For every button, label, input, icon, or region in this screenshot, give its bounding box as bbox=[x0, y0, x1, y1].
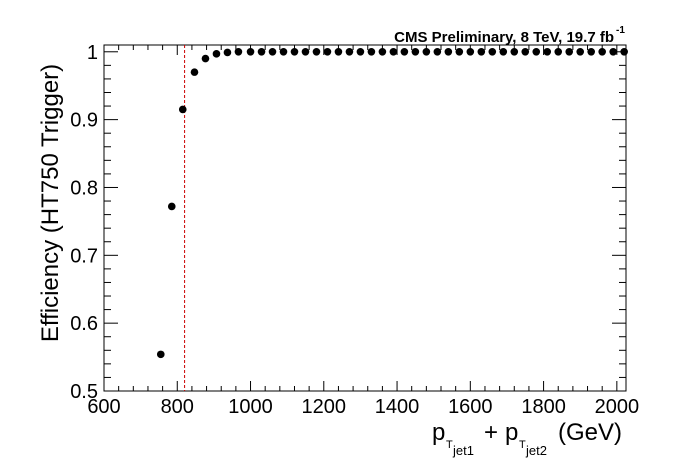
data-point bbox=[167, 202, 176, 211]
y-tick-label: 0.9 bbox=[70, 110, 98, 132]
data-point bbox=[400, 47, 409, 56]
data-point bbox=[279, 47, 288, 56]
data-point bbox=[466, 47, 475, 56]
data-point bbox=[532, 47, 541, 56]
x-tick-label: 600 bbox=[87, 396, 120, 418]
chart-title: CMS Preliminary, 8 TeV, 19.7 fb bbox=[394, 29, 614, 46]
tick-labels: 600 800 1000 1200 1400 1600 1800 2000 0.5 0.6 0.7 0… bbox=[70, 42, 639, 418]
data-points bbox=[156, 47, 628, 359]
data-point bbox=[576, 47, 585, 56]
data-point bbox=[554, 47, 563, 56]
y-tick-label: 0.6 bbox=[70, 313, 98, 335]
data-point bbox=[212, 50, 221, 58]
plot-frame bbox=[103, 44, 627, 392]
data-point bbox=[510, 47, 519, 56]
y-tick-label: 0.5 bbox=[70, 381, 98, 403]
data-point bbox=[334, 47, 343, 56]
data-point bbox=[433, 47, 442, 56]
x-tick-label: 1000 bbox=[228, 396, 273, 418]
data-point bbox=[488, 47, 497, 56]
x-label-subsub2: jet2 bbox=[525, 443, 547, 458]
x-label-sub2: T bbox=[519, 439, 526, 451]
data-point bbox=[367, 47, 376, 56]
data-point bbox=[234, 47, 243, 56]
data-point bbox=[543, 47, 552, 56]
data-point bbox=[190, 68, 199, 76]
data-point bbox=[312, 47, 321, 56]
data-point bbox=[290, 47, 299, 56]
data-point bbox=[422, 47, 431, 56]
axis-ticks bbox=[103, 45, 626, 392]
x-tick-label: 1600 bbox=[448, 396, 493, 418]
y-tick-label: 0.7 bbox=[70, 245, 98, 267]
data-point bbox=[201, 54, 210, 63]
x-label-unit: (GeV) bbox=[558, 419, 622, 446]
data-point bbox=[565, 47, 574, 56]
data-point bbox=[521, 47, 530, 56]
y-tick-label: 0.8 bbox=[70, 177, 98, 199]
x-tick-label: 1200 bbox=[302, 396, 347, 418]
data-point bbox=[477, 47, 486, 56]
x-tick-label: 1800 bbox=[521, 396, 566, 418]
data-point bbox=[178, 105, 187, 114]
data-point bbox=[268, 47, 277, 56]
x-axis-label: p T jet1 + p T jet2 (GeV) bbox=[432, 419, 622, 458]
data-point bbox=[246, 47, 255, 56]
data-point bbox=[455, 47, 464, 56]
data-point bbox=[156, 350, 165, 359]
data-point bbox=[301, 47, 310, 56]
x-tick-label: 2000 bbox=[595, 396, 640, 418]
y-tick-label: 1 bbox=[87, 42, 98, 64]
data-point bbox=[444, 47, 453, 56]
data-point bbox=[411, 47, 420, 56]
data-point bbox=[345, 47, 354, 56]
data-point bbox=[587, 47, 595, 56]
data-point bbox=[257, 47, 266, 56]
data-point bbox=[323, 47, 332, 56]
x-label-p2: p bbox=[505, 419, 518, 446]
x-tick-label: 800 bbox=[161, 396, 194, 418]
plot-border bbox=[103, 44, 627, 392]
chart-title-superscript: -1 bbox=[616, 25, 625, 36]
data-point bbox=[378, 47, 387, 56]
data-point bbox=[389, 47, 398, 56]
data-point bbox=[499, 47, 508, 56]
x-label-sub1: T bbox=[446, 439, 453, 451]
data-point bbox=[620, 47, 628, 56]
data-point bbox=[356, 47, 365, 56]
y-axis-label: Efficiency (HT750 Trigger) bbox=[37, 64, 64, 342]
data-point bbox=[223, 48, 232, 57]
x-label-p1: p bbox=[432, 419, 445, 446]
x-label-subsub1: jet1 bbox=[452, 443, 474, 458]
data-point bbox=[598, 47, 606, 56]
x-label-plus: + bbox=[484, 419, 498, 446]
x-tick-label: 1400 bbox=[375, 396, 420, 418]
data-point bbox=[609, 47, 617, 56]
